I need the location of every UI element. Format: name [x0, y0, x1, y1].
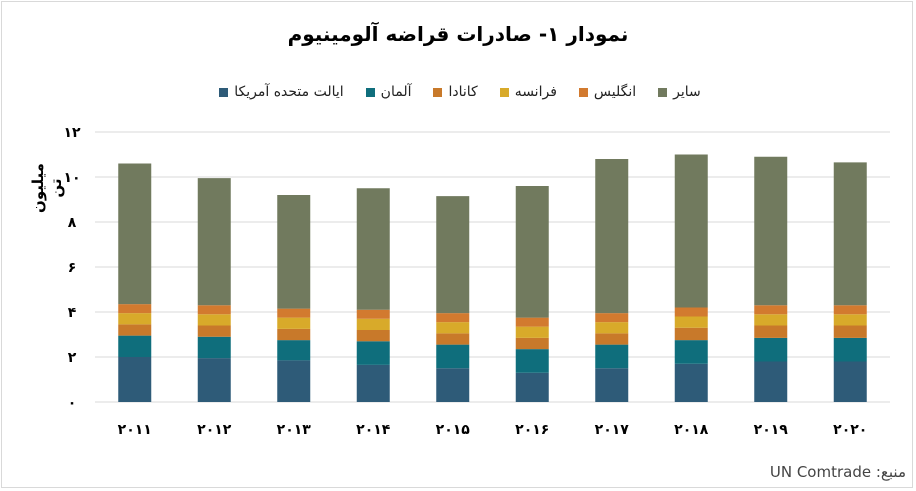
legend-item: فرانسه [499, 80, 557, 104]
y-tick-label: ۴ [68, 305, 77, 321]
bar-segment [277, 328, 311, 341]
x-tick-label: ۲۰۲۰ [833, 422, 867, 438]
x-tick-label: ۲۰۱۵ [436, 422, 471, 438]
bar-segment [436, 333, 470, 345]
legend-swatch [219, 87, 229, 97]
bar-segment [356, 318, 390, 330]
bar-segment [197, 336, 231, 359]
bar-segment [674, 363, 708, 402]
bar-segment [436, 368, 470, 402]
bar-segment [356, 309, 390, 319]
legend-swatch [658, 87, 668, 97]
bar-segment [754, 325, 788, 338]
x-tick-label: ۲۰۱۸ [674, 422, 709, 438]
bar-segment [595, 313, 629, 323]
legend-label: آلمان [380, 84, 412, 100]
legend-label: فرانسه [514, 84, 557, 100]
bar-segment [833, 361, 867, 402]
bar-segment [118, 163, 152, 305]
bar-segment [197, 305, 231, 315]
bar-segment [674, 327, 708, 341]
bar-segment [436, 196, 470, 314]
bar-segment [277, 360, 311, 402]
legend-swatch [365, 87, 375, 97]
bar-segment [515, 349, 549, 373]
bar-segment [595, 159, 629, 314]
x-tick-label: ۲۰۱۷ [595, 422, 630, 438]
y-tick-label: ۱۲ [63, 125, 81, 141]
bar-segment [118, 324, 152, 336]
legend-item: کانادا [433, 80, 478, 104]
bar-segment [754, 337, 788, 362]
y-tick-label: ۶ [68, 260, 77, 276]
bar-segment [436, 344, 470, 369]
chart-title: نمودار ۱- صادرات قراضه آلومینیوم [287, 22, 629, 46]
legend-swatch [433, 87, 443, 97]
bar-segment [515, 326, 549, 338]
bar-segment [118, 357, 152, 402]
x-tick-label: ۲۰۱۲ [197, 422, 232, 438]
legend-swatch [578, 87, 588, 97]
bar-segment [356, 188, 390, 310]
bar-segment [833, 337, 867, 362]
bar-segment [595, 344, 629, 369]
x-tick-label: ۲۰۱۳ [277, 422, 312, 438]
legend-item: انگلیس [578, 80, 637, 104]
bar-segment [118, 304, 152, 314]
legend-label: کانادا [448, 84, 478, 100]
bar-segment [197, 358, 231, 402]
legend-item: ایالت متحده آمریکا [219, 80, 344, 104]
bar-segment [595, 333, 629, 345]
y-tick-label: ۱۰ [63, 170, 80, 186]
source-note: منبع: UN Comtrade [769, 463, 906, 481]
y-tick-label: ۲ [68, 350, 77, 366]
bar-segment [674, 307, 708, 317]
bar-segment [277, 340, 311, 361]
bar-segment [118, 313, 152, 325]
x-tick-label: ۲۰۱۴ [356, 422, 391, 438]
bar-segment [356, 330, 390, 342]
legend-label: ایالت متحده آمریکا [234, 84, 344, 100]
bar-segment [436, 322, 470, 334]
legend-label: سایر [673, 84, 701, 100]
legend-label: انگلیس [593, 84, 637, 100]
bar-segment [833, 314, 867, 326]
bar-segment [674, 340, 708, 364]
legend-item: آلمان [365, 80, 412, 104]
bar-segment [754, 361, 788, 402]
bar-segment [754, 156, 788, 306]
bar-segment [277, 317, 311, 329]
bar-segment [277, 195, 311, 309]
x-tick-label: ۲۰۱۶ [515, 422, 549, 438]
y-tick-label: ۸ [68, 215, 77, 231]
bar-segment [515, 337, 549, 350]
bar-segment [197, 325, 231, 337]
bar-segment [833, 162, 867, 306]
legend-item: سایر [658, 80, 701, 104]
x-tick-label: ۲۰۱۹ [754, 422, 789, 438]
bar-segment [833, 305, 867, 315]
bar-segment [197, 314, 231, 326]
bar-segment [595, 322, 629, 334]
bar-segment [754, 314, 788, 326]
bar-segment [515, 186, 549, 318]
bar-segment [515, 317, 549, 327]
bar-segment [436, 313, 470, 323]
bar-segment [515, 372, 549, 402]
bar-segment [356, 364, 390, 402]
bar-segment [118, 335, 152, 357]
bar-segment [833, 325, 867, 338]
bar-segment [674, 154, 708, 308]
bar-segment [674, 316, 708, 328]
chart-legend: ایالت متحده آمریکا آلمان کانادا فرانسه انگلی… [200, 80, 720, 104]
bar-segment [754, 305, 788, 315]
bar-segment [277, 308, 311, 318]
bar-segment [595, 368, 629, 402]
y-tick-label: ۰ [68, 395, 77, 411]
bar-segment [197, 178, 231, 306]
legend-swatch [499, 87, 509, 97]
x-tick-label: ۲۰۱۱ [118, 422, 152, 438]
bar-segment [356, 341, 390, 365]
